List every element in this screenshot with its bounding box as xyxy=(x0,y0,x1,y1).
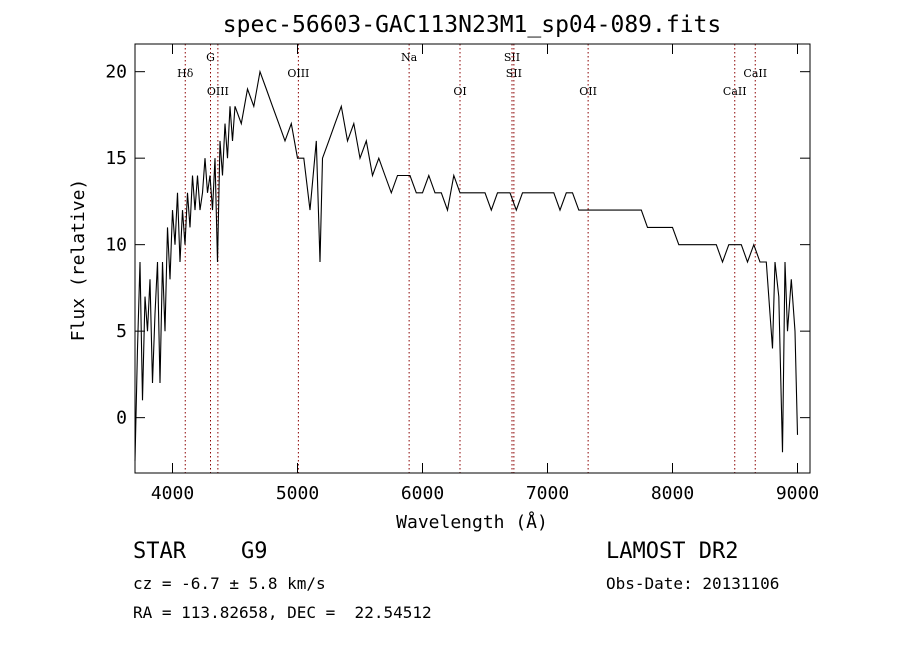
x-tick-label: 5000 xyxy=(276,483,319,504)
plot-frame xyxy=(134,43,811,474)
y-tick-label: 20 xyxy=(105,62,127,83)
axis-ticks: 4000 5000 6000 7000 8000 9000 0 5 10 15 20 xyxy=(105,44,819,504)
object-class: STAR xyxy=(133,539,186,564)
y-tick-label: 10 xyxy=(105,235,127,256)
y-tick-label: 15 xyxy=(105,148,127,169)
x-tick-label: 8000 xyxy=(651,483,694,504)
emission-line-markers: Hδ G OIII OIII Na OI SII SII OII CaII CaII xyxy=(177,44,767,473)
line-marker-label: G xyxy=(206,51,215,64)
flux-series-line xyxy=(134,69,799,461)
y-axis-label: Flux (relative) xyxy=(68,179,89,342)
line-marker-label: SII xyxy=(506,67,522,80)
line-marker-label: CaII xyxy=(723,85,747,98)
line-marker-label: SII xyxy=(504,51,520,64)
coordinates: RA = 113.82658, DEC = 22.54512 xyxy=(133,603,432,622)
object-subclass: G9 xyxy=(241,539,268,564)
chart-title: spec-56603-GAC113N23M1_sp04-089.fits xyxy=(223,12,722,38)
redshift-cz: cz = -6.7 ± 5.8 km/s xyxy=(133,574,326,593)
line-marker-label: OIII xyxy=(207,85,229,98)
line-marker-label: OII xyxy=(579,85,597,98)
y-tick-label: 5 xyxy=(116,321,127,342)
line-marker-label: Hδ xyxy=(177,67,194,80)
survey-name: LAMOST DR2 xyxy=(606,539,739,564)
line-marker-label: CaII xyxy=(743,67,767,80)
line-marker-label: Na xyxy=(401,51,418,64)
x-tick-label: 7000 xyxy=(526,483,569,504)
line-marker-label: OIII xyxy=(287,67,309,80)
x-tick-label: 9000 xyxy=(776,483,819,504)
obs-date: Obs-Date: 20131106 xyxy=(606,574,780,593)
y-tick-label: 0 xyxy=(116,408,127,429)
line-marker-label: OI xyxy=(453,85,466,98)
x-tick-label: 4000 xyxy=(151,483,194,504)
x-axis-label: Wavelength (Å) xyxy=(396,511,548,533)
x-tick-label: 6000 xyxy=(401,483,444,504)
